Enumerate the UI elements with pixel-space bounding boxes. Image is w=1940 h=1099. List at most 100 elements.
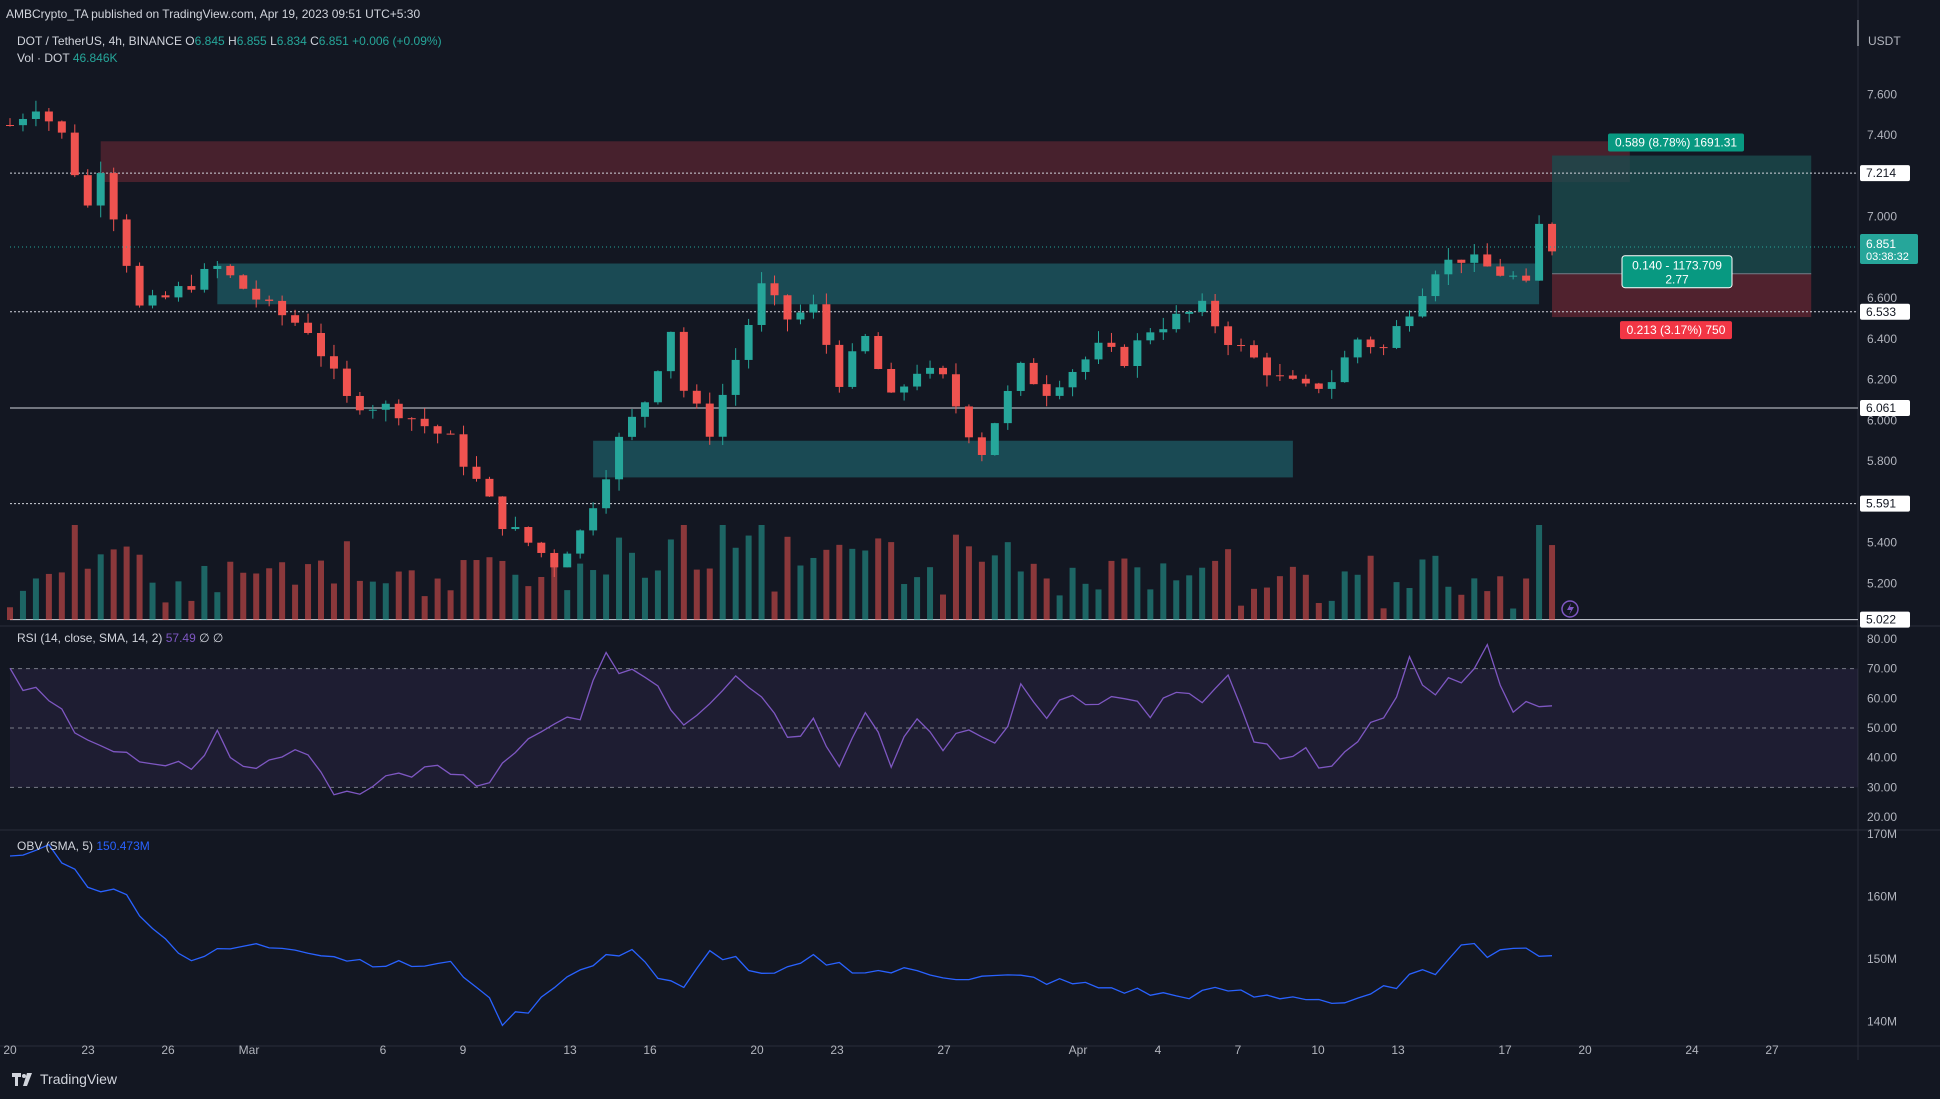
obv-legend: OBV (SMA, 5) 150.473M: [17, 839, 150, 853]
symbol-label[interactable]: DOT / TetherUS, 4h, BINANCE: [17, 34, 182, 48]
candle-body: [57, 121, 66, 133]
candle-body: [679, 331, 688, 391]
candle-body: [498, 496, 507, 530]
candle-body: [1353, 339, 1362, 358]
candle-body: [174, 286, 183, 298]
candle-body: [304, 322, 313, 333]
volume-bar: [564, 590, 571, 620]
volume-bar: [486, 557, 493, 620]
volume-bar: [629, 552, 635, 620]
candle-body: [1301, 378, 1310, 384]
position-target-area: [1552, 155, 1812, 274]
volume-bar: [991, 555, 998, 620]
candle-body: [1042, 384, 1051, 396]
volume-bar: [1523, 578, 1530, 620]
candle-body: [757, 283, 766, 325]
volume-legend: Vol · DOT 46.846K: [17, 51, 118, 65]
candle-body: [252, 288, 261, 300]
price-legend: DOT / TetherUS, 4h, BINANCE O6.845 H6.85…: [17, 34, 442, 48]
price-line-label-bg: [1860, 399, 1910, 416]
candle-body: [563, 553, 572, 568]
volume-bar: [1263, 587, 1270, 620]
price-tick: 5.200: [1867, 576, 1897, 590]
volume-bar: [1056, 595, 1063, 620]
volume-bar: [58, 572, 65, 620]
volume-bar: [1173, 580, 1180, 620]
volume-bar: [1030, 563, 1037, 620]
candle-body: [161, 295, 170, 298]
rsi-tick: 50.00: [1867, 721, 1897, 735]
rsi-label[interactable]: RSI (14, close, SMA, 14, 2): [17, 631, 163, 645]
volume-bar: [343, 541, 350, 620]
candle-body: [265, 299, 274, 301]
volume-bar: [680, 525, 687, 620]
volume-bar: [641, 577, 648, 620]
time-tick: 20: [750, 1043, 764, 1057]
candle-body: [964, 406, 973, 438]
volume-bar: [305, 564, 312, 620]
time-tick: 7: [1235, 1043, 1242, 1057]
candle-body: [1159, 329, 1168, 333]
rsi-tick: 30.00: [1867, 780, 1897, 794]
candle-body: [135, 265, 144, 306]
volume-bar: [784, 536, 791, 620]
volume-bar: [279, 562, 286, 620]
time-tick: 16: [643, 1043, 657, 1057]
candle-body: [472, 466, 481, 479]
candle-body: [1509, 275, 1518, 277]
volume-bar: [849, 548, 856, 620]
candle-body: [1250, 345, 1258, 358]
candle-body: [705, 403, 714, 437]
price-tick: 6.600: [1867, 291, 1897, 305]
rsi-legend: RSI (14, close, SMA, 14, 2) 57.49 ∅ ∅: [17, 631, 223, 645]
volume-bar: [1043, 578, 1050, 620]
rsi-tick: 40.00: [1867, 751, 1897, 765]
candle-body: [926, 367, 935, 374]
volume-bar: [1121, 558, 1128, 620]
volume-bar: [706, 568, 713, 620]
volume-bar: [1199, 567, 1206, 620]
candle-body: [731, 359, 740, 395]
high-value: 6.855: [236, 34, 267, 48]
time-tick: 4: [1155, 1043, 1162, 1057]
price-tick: 5.400: [1867, 536, 1897, 550]
volume-bar: [214, 592, 221, 620]
volume-bar: [188, 600, 195, 620]
candle-body: [913, 373, 922, 387]
obv-label[interactable]: OBV (SMA, 5): [17, 839, 94, 853]
obv-tick: 140M: [1867, 1014, 1897, 1028]
candle-body: [407, 418, 416, 420]
volume-label[interactable]: Vol · DOT: [17, 51, 70, 65]
tradingview-logo[interactable]: TradingView: [12, 1071, 117, 1087]
volume-bar: [447, 590, 454, 620]
volume-bar: [136, 554, 143, 620]
rsi-tick: 60.00: [1867, 691, 1897, 705]
candle-body: [368, 409, 377, 411]
price-line-label: 5.022: [1866, 613, 1896, 627]
volume-bar: [693, 569, 700, 620]
time-tick: Apr: [1069, 1043, 1088, 1057]
volume-bar: [1354, 574, 1361, 620]
time-tick: Mar: [239, 1043, 260, 1057]
candle-body: [550, 552, 559, 568]
volume-bar: [1536, 525, 1543, 620]
candle-body: [1172, 313, 1181, 330]
volume-bar: [875, 538, 882, 620]
candle-body: [485, 478, 494, 497]
volume-bar: [382, 583, 389, 620]
countdown-value: 03:38:32: [1866, 251, 1909, 263]
candle-body: [109, 173, 118, 220]
zone-demand-2: [593, 440, 1293, 478]
open-value: 6.845: [194, 34, 225, 48]
rsi-line: [9, 642, 1553, 796]
candle-body: [589, 508, 598, 531]
candle-body: [278, 300, 287, 316]
candle-body: [44, 111, 53, 122]
volume-bar: [149, 582, 156, 620]
volume-bar: [1082, 583, 1089, 620]
volume-bar: [862, 550, 869, 620]
volume-bar: [1004, 542, 1011, 620]
volume-value: 46.846K: [72, 51, 118, 65]
candle-body: [226, 265, 235, 276]
time-tick: 9: [460, 1043, 467, 1057]
